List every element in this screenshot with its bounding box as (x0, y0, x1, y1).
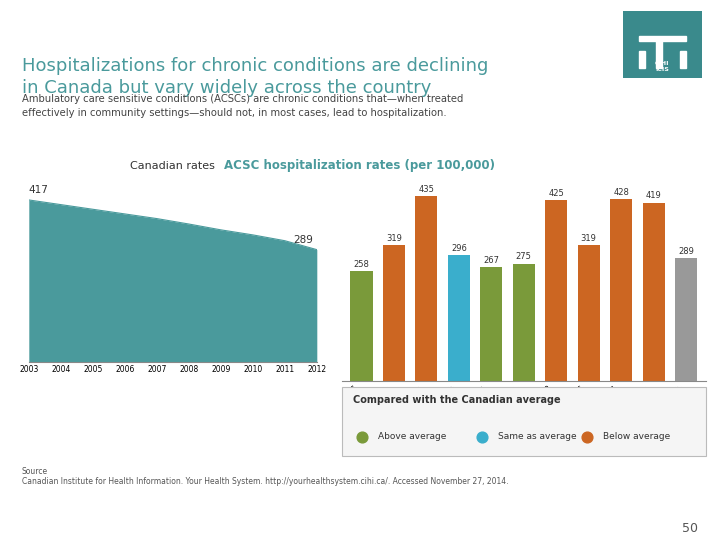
Text: 435: 435 (418, 185, 434, 194)
Point (356, 433, 368, 441)
Bar (513, 264, 535, 381)
Bar (680, 51, 686, 68)
Bar (577, 245, 600, 381)
Text: Below average: Below average (603, 433, 670, 441)
Bar (351, 271, 372, 381)
Bar (545, 200, 567, 381)
Point (476, 433, 487, 441)
Text: Above average: Above average (377, 433, 446, 441)
Text: CIHI
ICIS: CIHI ICIS (655, 60, 670, 71)
Bar (448, 255, 470, 381)
Text: Source
Canadian Institute for Health Information. Your Health System. http://you: Source Canadian Institute for Health Inf… (22, 467, 508, 487)
Text: 289: 289 (678, 247, 694, 255)
Text: 289: 289 (294, 235, 314, 245)
Bar (656, 41, 662, 68)
Point (582, 433, 593, 441)
Text: 319: 319 (386, 234, 402, 243)
Bar (383, 245, 405, 381)
Bar (480, 267, 503, 381)
Text: 419: 419 (646, 191, 662, 200)
Title: Canadian rates: Canadian rates (130, 160, 215, 171)
Text: Compared with the Canadian average: Compared with the Canadian average (353, 395, 561, 406)
Text: 425: 425 (549, 189, 564, 198)
Text: 267: 267 (483, 256, 500, 265)
Text: Hospitalizations for chronic conditions are declining
in Canada but vary widely : Hospitalizations for chronic conditions … (22, 57, 488, 97)
Text: 258: 258 (354, 260, 369, 269)
Bar (639, 36, 686, 41)
FancyBboxPatch shape (342, 387, 706, 456)
Bar (643, 203, 665, 381)
Text: 50: 50 (683, 522, 698, 535)
Text: 428: 428 (613, 187, 629, 197)
Bar (675, 258, 697, 381)
Bar (610, 199, 632, 381)
Text: 417: 417 (29, 185, 49, 195)
Text: ACSC hospitalization rates (per 100,000): ACSC hospitalization rates (per 100,000) (225, 159, 495, 172)
Text: Same as average: Same as average (498, 433, 576, 441)
Text: 296: 296 (451, 244, 467, 253)
Bar (639, 51, 645, 68)
Text: 319: 319 (581, 234, 597, 243)
Text: Ambulatory care sensitive conditions (ACSCs) are chronic conditions that—when tr: Ambulatory care sensitive conditions (AC… (22, 94, 463, 118)
Text: 275: 275 (516, 253, 532, 261)
Bar (415, 196, 438, 381)
